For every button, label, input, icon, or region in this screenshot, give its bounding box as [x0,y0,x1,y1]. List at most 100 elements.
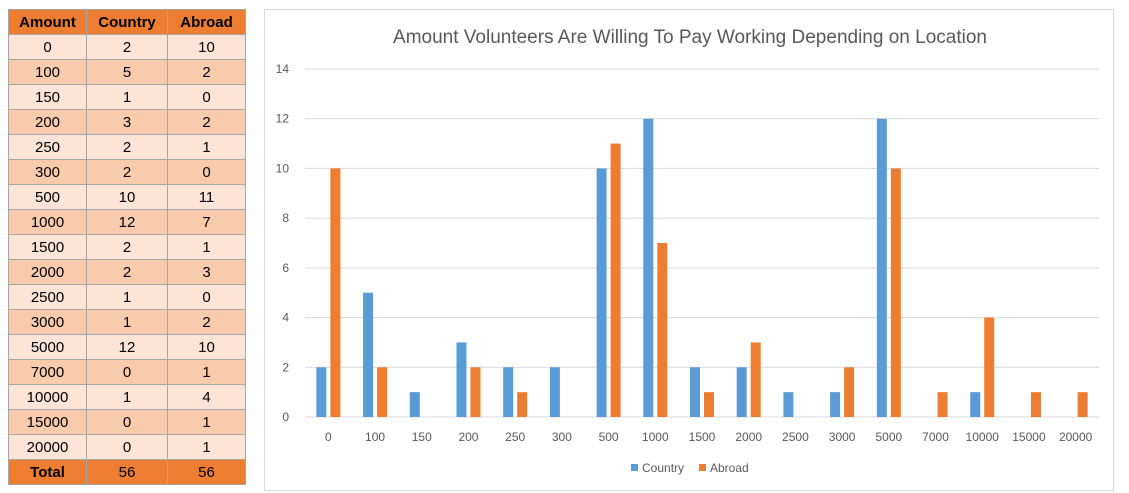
cell-amount: 150 [8,84,87,110]
cell-abroad: 2 [167,309,246,335]
cell-abroad: 0 [167,159,246,185]
total-abroad: 56 [167,459,246,485]
x-tick-label: 15000 [1012,430,1046,444]
table-row: 300 2 0 [8,159,246,185]
x-tick-label: 100 [365,430,385,444]
table-row: 7000 0 1 [8,359,246,385]
bar-country [363,292,374,417]
cell-amount: 500 [8,184,87,210]
table-row: 1000 12 7 [8,209,246,235]
cell-amount: 200 [8,109,87,135]
y-tick-label: 14 [276,62,290,76]
cell-abroad: 4 [167,384,246,410]
cell-country: 1 [86,309,168,335]
bar-abroad [1077,392,1088,417]
y-tick-label: 10 [276,161,290,175]
x-tick-label: 150 [412,430,432,444]
legend-label-abroad: Abroad [710,461,749,475]
cell-country: 1 [86,384,168,410]
bar-abroad [470,367,481,417]
header-country: Country [86,9,168,35]
x-tick-label: 7000 [922,430,949,444]
cell-country: 2 [86,159,168,185]
bar-country [549,367,560,417]
cell-abroad: 7 [167,209,246,235]
total-label: Total [8,459,87,485]
x-tick-label: 250 [505,430,525,444]
table-row: 1500 2 1 [8,234,246,260]
bar-abroad [704,392,714,417]
chart-title: Amount Volunteers Are Willing To Pay Wor… [393,27,987,48]
cell-abroad: 1 [167,434,246,460]
cell-abroad: 2 [167,109,246,135]
table-row: 2500 1 0 [8,284,246,310]
bar-country [830,392,841,417]
x-tick-label: 3000 [829,430,856,444]
bar-country [409,392,420,417]
cell-amount: 10000 [8,384,87,410]
cell-amount: 1500 [8,234,87,260]
legend-swatch-abroad [699,464,706,471]
bar-abroad [377,367,388,417]
y-tick-label: 0 [282,410,289,424]
bar-country [596,168,607,417]
bar-abroad [517,392,528,417]
x-tick-label: 20000 [1059,430,1093,444]
x-tick-label: 2000 [735,430,762,444]
x-tick-label: 500 [599,430,619,444]
bars [316,118,1088,418]
x-tick-label: 10000 [966,430,1000,444]
total-country: 56 [86,459,168,485]
cell-abroad: 1 [167,234,246,260]
cell-abroad: 0 [167,84,246,110]
table-row: 200 3 2 [8,109,246,135]
bar-abroad [844,367,855,417]
bar-country [643,118,654,417]
cell-abroad: 2 [167,59,246,85]
cell-amount: 15000 [8,409,87,435]
bar-abroad [984,317,995,417]
table-row: 0 2 10 [8,34,246,60]
chart-svg: Amount Volunteers Are Willing To Pay Wor… [276,27,1099,475]
table-body: 0 2 10 100 5 2 150 1 0 200 3 2 250 2 1 300 2 0 500 10 11 1000… [8,34,246,460]
y-tick-label: 8 [282,211,289,225]
cell-country: 3 [86,109,168,135]
grid-lines [305,68,1099,418]
cell-abroad: 1 [167,134,246,160]
table-row: 250 2 1 [8,134,246,160]
bar-country [456,342,467,417]
cell-abroad: 0 [167,284,246,310]
table-row: 3000 1 2 [8,309,246,335]
cell-abroad: 10 [167,34,246,60]
header-abroad: Abroad [167,9,246,35]
x-tick-label: 0 [325,430,332,444]
cell-country: 1 [86,84,168,110]
cell-country: 2 [86,34,168,60]
bar-country [876,118,887,417]
bar-country [783,392,794,417]
cell-amount: 250 [8,134,87,160]
table-row: 100 5 2 [8,59,246,85]
bar-country [316,367,327,417]
table-total-row: Total 56 56 [8,459,246,485]
y-tick-label: 12 [276,112,290,126]
table-row: 500 10 11 [8,184,246,210]
bar-abroad [750,342,761,417]
x-tick-label: 2500 [782,430,809,444]
bar-abroad [657,243,668,417]
x-tick-label: 200 [458,430,478,444]
cell-abroad: 11 [167,184,246,210]
legend-swatch-country [631,464,638,471]
cell-country: 12 [86,334,168,360]
cell-abroad: 10 [167,334,246,360]
cell-amount: 0 [8,34,87,60]
bar-abroad [890,168,901,417]
cell-country: 2 [86,259,168,285]
x-tick-label: 1500 [689,430,716,444]
cell-amount: 300 [8,159,87,185]
table-row: 20000 0 1 [8,434,246,460]
cell-amount: 7000 [8,359,87,385]
cell-country: 2 [86,134,168,160]
legend-label-country: Country [642,461,684,475]
bar-country [736,367,747,417]
